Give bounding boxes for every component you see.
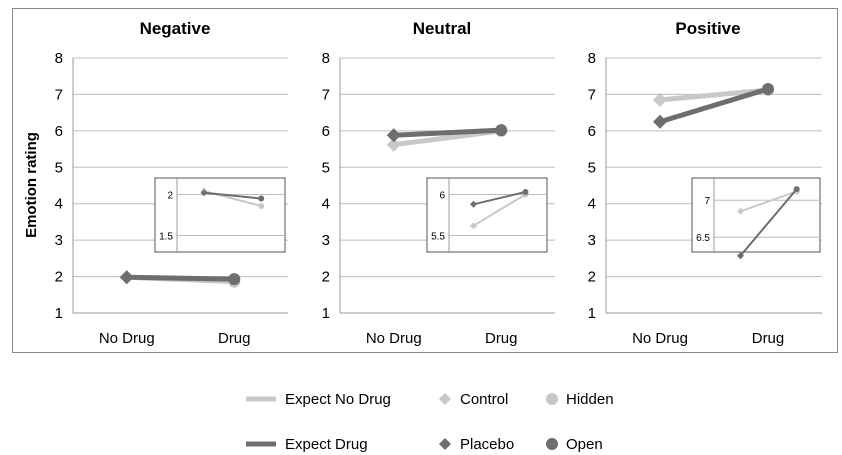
y-tick-label: 1 <box>55 305 63 322</box>
y-tick-label: 3 <box>588 232 596 249</box>
y-tick-label: 8 <box>588 50 596 67</box>
series-line <box>124 274 237 282</box>
y-tick-label: 3 <box>322 232 330 249</box>
panel-title: Negative <box>140 19 211 38</box>
series-line <box>657 86 771 125</box>
inset-marker-diamond <box>470 200 477 208</box>
x-tick-label: Drug <box>752 330 785 347</box>
inset-marker-circle <box>793 186 800 193</box>
y-tick-label: 2 <box>322 269 330 286</box>
inset-series-line <box>740 190 798 213</box>
x-tick-label: Drug <box>485 330 518 347</box>
legend-label: Hidden <box>566 391 614 408</box>
y-tick-label: 7 <box>588 86 596 103</box>
inset-marker-diamond <box>470 222 477 230</box>
y-tick-label: 4 <box>322 196 330 213</box>
y-tick-label: 5 <box>588 159 596 176</box>
inset-y-tick-label: 5.5 <box>431 232 445 243</box>
inset-marker-diamond <box>737 207 744 215</box>
inset-marker-circle <box>258 202 265 209</box>
inset-y-tick-label: 7 <box>704 196 710 207</box>
no-drug-marker-diamond <box>119 270 134 285</box>
inset-marker-diamond <box>200 189 208 197</box>
no-drug-marker-diamond <box>386 137 401 152</box>
series-line <box>657 87 771 103</box>
legend-label: Placebo <box>460 436 514 453</box>
inset-box <box>691 177 821 253</box>
legend-diamond-swatch <box>439 393 451 405</box>
inset-series-line <box>739 188 798 257</box>
inset-y-tick-label: 2 <box>167 190 173 201</box>
y-tick-label: 6 <box>322 123 330 140</box>
y-tick-label: 7 <box>55 86 63 103</box>
inset-y-tick-label: 6 <box>439 190 445 201</box>
panel-title: Positive <box>675 19 740 38</box>
panel-title: Neutral <box>413 19 472 38</box>
x-tick-label: No Drug <box>99 330 155 347</box>
inset-marker-diamond <box>737 252 744 260</box>
x-tick-label: Drug <box>218 330 251 347</box>
legend-circle-swatch <box>546 438 558 450</box>
inset-y-tick-label: 1.5 <box>159 232 173 243</box>
no-drug-marker-diamond <box>653 114 667 129</box>
y-tick-label: 2 <box>55 269 63 286</box>
no-drug-marker-diamond <box>653 92 667 107</box>
y-tick-label: 8 <box>55 50 63 67</box>
legend-label: Open <box>566 436 603 453</box>
legend-label: Expect Drug <box>285 436 368 453</box>
legend-label: Control <box>460 391 508 408</box>
series-line <box>391 127 504 138</box>
drug-marker-circle <box>228 273 241 286</box>
x-tick-label: No Drug <box>632 330 688 347</box>
legend-circle-swatch <box>546 393 558 405</box>
y-tick-label: 3 <box>55 232 63 249</box>
inset-series-line <box>203 191 262 200</box>
y-tick-label: 4 <box>55 196 63 213</box>
y-tick-label: 2 <box>588 269 596 286</box>
y-tick-label: 6 <box>588 123 596 140</box>
inset-marker-circle <box>522 188 529 195</box>
legend-diamond-swatch <box>439 438 451 450</box>
drug-marker-circle <box>762 82 774 95</box>
y-axis-label: Emotion rating <box>23 132 40 238</box>
y-tick-label: 6 <box>55 123 63 140</box>
y-tick-label: 1 <box>322 305 330 322</box>
inset-series-line <box>473 191 526 206</box>
y-tick-label: 4 <box>588 196 596 213</box>
inset-box <box>154 177 286 253</box>
figure-frame <box>12 8 838 353</box>
y-tick-label: 5 <box>322 159 330 176</box>
y-tick-label: 7 <box>322 86 330 103</box>
y-tick-label: 5 <box>55 159 63 176</box>
x-tick-label: No Drug <box>366 330 422 347</box>
inset-box <box>426 177 548 253</box>
drug-marker-circle <box>495 124 508 137</box>
inset-series-line <box>472 193 526 227</box>
no-drug-marker-diamond <box>386 128 401 143</box>
inset-y-tick-label: 6.5 <box>696 233 710 244</box>
y-tick-label: 1 <box>588 305 596 322</box>
y-tick-label: 8 <box>322 50 330 67</box>
legend-label: Expect No Drug <box>285 391 391 408</box>
inset-marker-circle <box>258 195 265 202</box>
